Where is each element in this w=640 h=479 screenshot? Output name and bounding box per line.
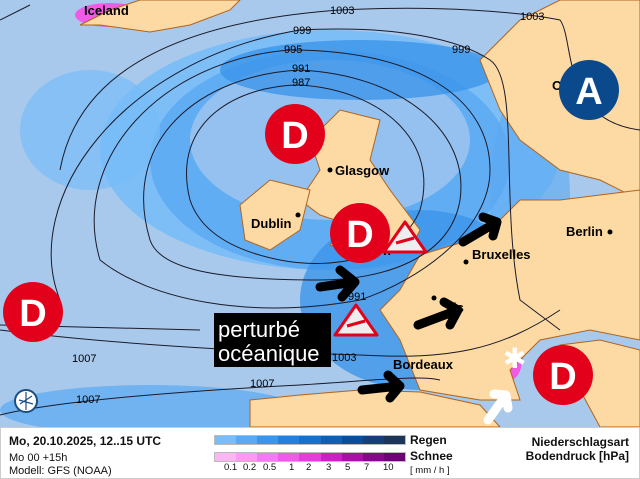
svg-text:Berlin: Berlin <box>566 224 603 239</box>
svg-text:1007: 1007 <box>76 394 100 406</box>
annotation-box: perturbé océanique <box>214 313 331 367</box>
svg-text:Iceland: Iceland <box>84 3 129 18</box>
rain-color-scale <box>214 435 406 445</box>
svg-text:991: 991 <box>292 63 310 75</box>
svg-text:D: D <box>549 356 576 398</box>
svg-text:A: A <box>575 71 602 113</box>
scale-tick: 7 <box>364 462 370 473</box>
weather-map: 1003 1003 999 999 995 991 987 991 1003 1… <box>0 0 640 427</box>
svg-text:987: 987 <box>292 77 310 89</box>
rain-scale-swatch <box>383 436 405 444</box>
rain-label: Regen <box>410 433 447 447</box>
scale-tick: 0.5 <box>263 462 277 473</box>
svg-text:Bruxelles: Bruxelles <box>472 247 531 262</box>
legend-title-pressure: Bodendruck [hPa] <box>525 449 629 463</box>
scale-tick: 1 <box>289 462 295 473</box>
rain-scale-swatch <box>215 436 237 444</box>
low-pressure-center: D <box>265 104 325 164</box>
land-layer <box>79 0 640 427</box>
svg-text:1007: 1007 <box>250 378 274 390</box>
snow-scale-swatch <box>278 453 300 461</box>
svg-text:D: D <box>281 115 308 157</box>
unit-label: [ mm / h ] <box>410 465 450 476</box>
snow-scale-swatch <box>383 453 405 461</box>
svg-text:Dublin: Dublin <box>251 216 291 231</box>
snow-label: Schnee <box>410 449 453 463</box>
snow-scale-swatch <box>320 453 342 461</box>
snow-scale-swatch <box>341 453 363 461</box>
wind-arrow-icon <box>413 297 463 330</box>
rain-scale-swatch <box>278 436 300 444</box>
low-pressure-center: D <box>3 282 63 342</box>
svg-text:D: D <box>19 293 46 335</box>
wind-arrow-icon <box>315 265 360 302</box>
svg-text:océanique: océanique <box>218 341 320 366</box>
high-pressure-center: A <box>559 60 619 120</box>
svg-text:1007: 1007 <box>72 353 96 365</box>
wind-arrow-icon <box>483 389 513 425</box>
city-labels: Iceland O Glasgow Dublin n Bruxelles Ber… <box>84 3 613 372</box>
svg-text:995: 995 <box>284 44 302 56</box>
scale-tick: 2 <box>306 462 312 473</box>
svg-text:991: 991 <box>348 291 366 303</box>
svg-text:Bordeaux: Bordeaux <box>393 357 454 372</box>
legend-panel: Mo, 20.10.2025, 12..15 UTC Mo 00 +15h Mo… <box>0 427 640 479</box>
snow-scale-swatch <box>215 453 237 461</box>
scale-tick: 3 <box>326 462 332 473</box>
snow-scale-swatch <box>257 453 279 461</box>
rain-scale-swatch <box>299 436 321 444</box>
scale-tick: 0.1 <box>224 462 238 473</box>
wind-arrows <box>315 212 513 425</box>
wind-warning-icon <box>382 220 428 254</box>
snow-scale-swatch <box>299 453 321 461</box>
snow-scale-swatch <box>236 453 258 461</box>
isobar-labels: 1003 1003 999 999 995 991 987 991 1003 1… <box>72 5 544 406</box>
wind-warning-icon <box>333 303 379 337</box>
logo-icon <box>14 389 38 413</box>
scale-tick: 5 <box>345 462 351 473</box>
rain-scale-swatch <box>236 436 258 444</box>
snow-icon: ✱ <box>503 342 526 375</box>
svg-text:1003: 1003 <box>520 11 544 23</box>
scale-tick: 10 <box>383 462 394 473</box>
svg-text:O: O <box>552 78 562 93</box>
svg-text:999: 999 <box>293 25 311 37</box>
wind-arrow-icon <box>458 212 502 247</box>
svg-text:999: 999 <box>452 44 470 56</box>
svg-text:1003: 1003 <box>330 5 354 17</box>
model-name: Modell: GFS (NOAA) <box>9 465 112 477</box>
legend-title-type: Niederschlagsart <box>531 435 629 449</box>
snow-color-scale <box>214 452 406 462</box>
model-run: Mo 00 +15h <box>9 452 68 464</box>
svg-text:D: D <box>346 214 373 256</box>
svg-text:Glasgow: Glasgow <box>335 163 390 178</box>
forecast-date: Mo, 20.10.2025, 12..15 UTC <box>9 434 162 448</box>
rain-scale-swatch <box>341 436 363 444</box>
scale-tick: 0.2 <box>243 462 257 473</box>
svg-text:perturbé: perturbé <box>218 317 300 342</box>
rain-scale-swatch <box>257 436 279 444</box>
snow-scale-swatch <box>362 453 384 461</box>
low-pressure-center: D <box>533 345 593 405</box>
svg-text:1003: 1003 <box>332 352 356 364</box>
rain-scale-swatch <box>362 436 384 444</box>
rain-scale-swatch <box>320 436 342 444</box>
wind-arrow-icon <box>357 370 405 403</box>
low-pressure-center: D <box>330 203 390 263</box>
